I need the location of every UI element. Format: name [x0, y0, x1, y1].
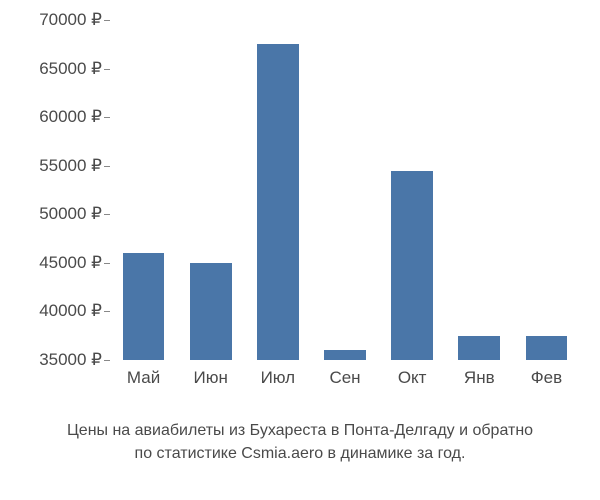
- bar: [324, 350, 366, 360]
- x-tick-label: Фев: [531, 368, 562, 388]
- x-tick-label: Май: [127, 368, 160, 388]
- y-tick-label: 65000 ₽: [39, 59, 102, 79]
- bar: [257, 44, 299, 360]
- y-tick-label: 70000 ₽: [39, 10, 102, 30]
- bar: [190, 263, 232, 360]
- x-tick-label: Сен: [329, 368, 360, 388]
- x-tick-label: Янв: [464, 368, 495, 388]
- y-tick-label: 45000 ₽: [39, 253, 102, 273]
- bar: [458, 336, 500, 360]
- y-tick-mark: [104, 360, 110, 361]
- y-tick-label: 40000 ₽: [39, 301, 102, 321]
- y-tick-label: 60000 ₽: [39, 107, 102, 127]
- y-tick-label: 35000 ₽: [39, 350, 102, 370]
- y-tick-mark: [104, 311, 110, 312]
- plot-area: [110, 20, 580, 360]
- bar: [391, 171, 433, 360]
- price-chart: 35000 ₽ 40000 ₽ 45000 ₽ 50000 ₽ 55000 ₽ 60000…: [0, 0, 600, 500]
- bar: [526, 336, 568, 360]
- y-tick-mark: [104, 263, 110, 264]
- y-tick-label: 50000 ₽: [39, 204, 102, 224]
- y-tick-mark: [104, 117, 110, 118]
- y-tick-mark: [104, 69, 110, 70]
- y-tick-mark: [104, 166, 110, 167]
- chart-caption-line2: по статистике Csmia.aero в динамике за г…: [0, 443, 600, 465]
- x-tick-label: Июн: [194, 368, 228, 388]
- y-tick-mark: [104, 20, 110, 21]
- bar: [123, 253, 165, 360]
- y-tick-label: 55000 ₽: [39, 156, 102, 176]
- y-tick-mark: [104, 214, 110, 215]
- chart-caption-line1: Цены на авиабилеты из Бухареста в Понта-…: [0, 420, 600, 442]
- x-tick-label: Окт: [398, 368, 427, 388]
- x-tick-label: Июл: [261, 368, 296, 388]
